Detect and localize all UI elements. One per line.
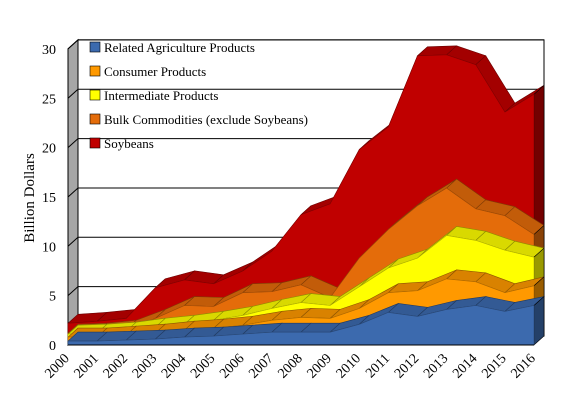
x-tick-labels: 2000200120022003200420052006200720082009… xyxy=(42,351,538,381)
legend-swatch xyxy=(89,137,101,149)
y-tick-label: 25 xyxy=(42,92,56,107)
area-side-face xyxy=(533,295,545,346)
x-tick-label: 2013 xyxy=(421,351,451,381)
y-tick-label: 0 xyxy=(49,339,56,354)
legend-label: Related Agriculture Products xyxy=(104,40,255,55)
x-tick-label: 2012 xyxy=(392,351,422,381)
x-tick-label: 2000 xyxy=(42,351,72,381)
x-tick-label: 2001 xyxy=(72,351,102,381)
y-tick-label: 5 xyxy=(49,290,56,305)
x-tick-label: 2007 xyxy=(246,351,276,381)
legend-label: Consumer Products xyxy=(104,64,206,79)
area-series-group xyxy=(67,45,546,346)
legend-item: Intermediate Products xyxy=(89,88,218,103)
legend-swatch xyxy=(89,65,101,77)
legend: Related Agriculture Products Consumer Pro… xyxy=(89,40,308,151)
x-tick-label: 2003 xyxy=(130,351,160,381)
x-tick-label: 2011 xyxy=(363,351,393,381)
x-tick-label: 2008 xyxy=(275,351,305,381)
legend-item: Bulk Commodities (exclude Soybeans) xyxy=(89,112,308,127)
gridline-side xyxy=(67,236,79,247)
gridline-side xyxy=(67,39,79,50)
x-tick-label: 2009 xyxy=(305,351,335,381)
legend-swatch xyxy=(89,41,101,53)
series-area xyxy=(67,45,545,334)
y-tick-labels: 0 5 10 15 20 25 30 xyxy=(42,43,56,354)
x-tick-label: 2010 xyxy=(334,351,364,381)
legend-item: Soybeans xyxy=(89,136,154,151)
x-tick-label: 2006 xyxy=(217,351,247,381)
legend-item: Related Agriculture Products xyxy=(89,40,255,55)
legend-label: Soybeans xyxy=(104,136,154,151)
y-tick-label: 15 xyxy=(42,191,56,206)
gridline-side xyxy=(67,138,79,148)
legend-label: Intermediate Products xyxy=(104,88,218,103)
x-tick-label: 2002 xyxy=(101,351,131,381)
y-tick-label: 20 xyxy=(42,142,56,157)
x-tick-label: 2016 xyxy=(508,351,538,381)
legend-swatch xyxy=(89,89,101,101)
y-tick-label: 30 xyxy=(42,43,56,58)
gridline-side xyxy=(67,187,79,198)
legend-label: Bulk Commodities (exclude Soybeans) xyxy=(104,112,308,127)
gridline-side xyxy=(67,88,79,99)
x-tick-label: 2005 xyxy=(188,351,218,381)
x-tick-label: 2014 xyxy=(450,351,480,381)
gridline-side xyxy=(67,286,79,297)
y-tick-label: 10 xyxy=(42,240,56,255)
legend-swatch xyxy=(89,113,101,125)
x-tick-label: 2004 xyxy=(159,351,189,381)
x-tick-label: 2015 xyxy=(479,351,509,381)
legend-item: Consumer Products xyxy=(89,64,206,79)
y-axis-title: Billion Dollars xyxy=(22,153,38,243)
area-side-face xyxy=(533,84,545,236)
